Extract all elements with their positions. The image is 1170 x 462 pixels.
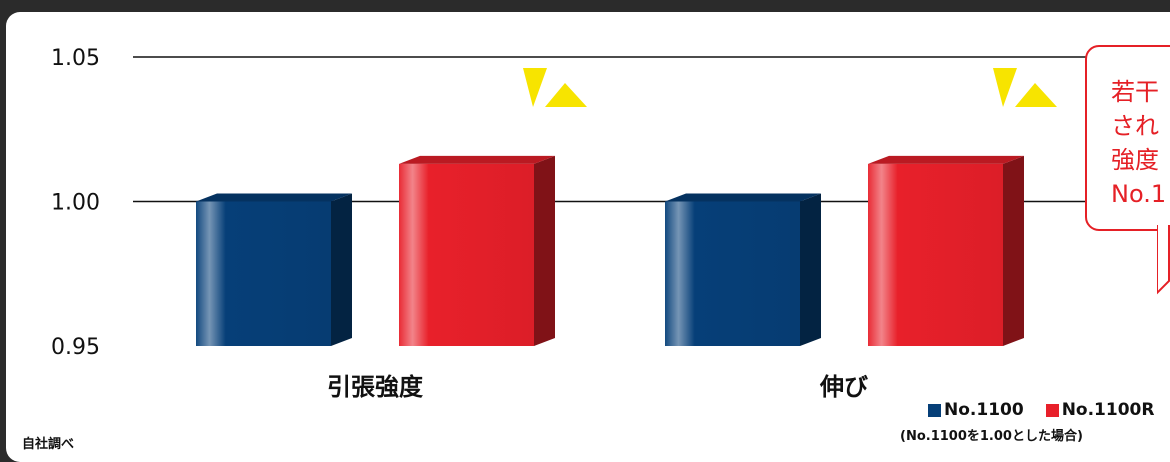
callout-text: 若干 され 強度 No.1 — [1111, 75, 1166, 211]
y-tick-label: 1.05 — [51, 46, 100, 71]
legend-item: No.1100R — [1045, 400, 1155, 420]
bar — [868, 163, 1003, 346]
callout-tail — [1157, 225, 1170, 295]
bar-side — [534, 155, 555, 346]
highlight-mark — [545, 83, 587, 107]
legend: No.1100 No.1100R (No.1100を1.00とした場合) — [900, 400, 1158, 444]
bar-top — [399, 155, 555, 164]
highlight-mark — [1015, 83, 1057, 107]
legend-swatch-no1100r — [1045, 403, 1059, 417]
bar-side — [1003, 155, 1024, 346]
highlight-mark — [523, 68, 547, 107]
source-note: 自社調べ — [22, 437, 75, 452]
bar-side — [331, 193, 352, 346]
bar — [196, 201, 331, 346]
x-category-label: 引張強度 — [327, 373, 424, 401]
bar — [665, 201, 800, 346]
x-category-label: 伸び — [819, 373, 868, 401]
callout: 若干 され 強度 No.1 — [1085, 45, 1170, 295]
highlight-mark — [993, 68, 1017, 107]
callout-box: 若干 され 強度 No.1 — [1085, 45, 1170, 231]
y-tick-label: 1.00 — [51, 191, 100, 216]
bar-top — [868, 155, 1024, 164]
legend-swatch-no1100 — [928, 403, 941, 417]
y-tick-label: 0.95 — [51, 335, 100, 360]
callout-line: No.1 — [1111, 180, 1167, 208]
legend-item: No.1100 — [928, 400, 1024, 420]
bar-side — [800, 193, 821, 346]
callout-line: 若干 — [1111, 78, 1159, 106]
legend-label: No.1100 — [944, 400, 1024, 420]
bar-top — [665, 193, 821, 202]
legend-note: (No.1100を1.00とした場合) — [900, 429, 1083, 444]
callout-line: され — [1111, 112, 1159, 140]
callout-line: 強度 — [1111, 146, 1159, 174]
legend-label: No.1100R — [1061, 400, 1155, 420]
bar-top — [196, 193, 352, 202]
bar — [399, 163, 534, 346]
